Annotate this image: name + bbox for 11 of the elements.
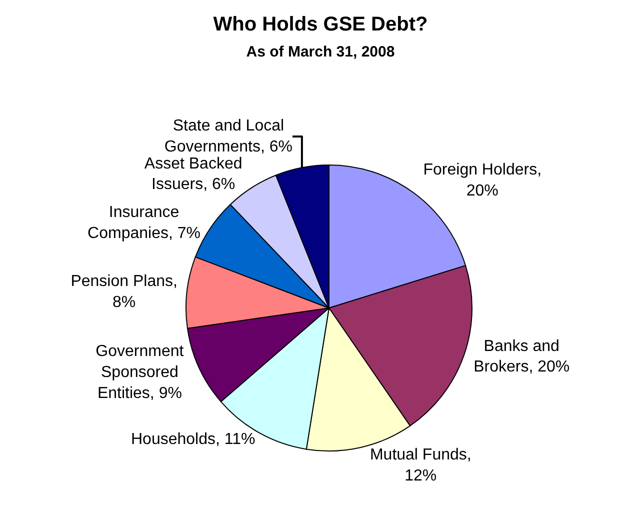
slice-label: Foreign Holders, 20% (423, 162, 542, 200)
slice-label: Insurance Companies, 7% (88, 204, 200, 242)
slice-label: Pension Plans, 8% (70, 273, 178, 311)
slice-label: State and Local Governments, 6% (164, 118, 292, 156)
slice-label: Households, 11% (130, 430, 256, 448)
slice-label: Mutual Funds, 12% (370, 446, 472, 484)
slice-label: Banks and Brokers, 20% (474, 338, 570, 376)
slice-label: Asset Backed Issuers, 6% (144, 155, 242, 194)
chart-subtitle: As of March 31, 2008 (246, 44, 395, 61)
chart-title: Who Holds GSE Debt? (213, 14, 428, 36)
slice-label: Government Sponsored Entities, 9% (96, 343, 184, 402)
